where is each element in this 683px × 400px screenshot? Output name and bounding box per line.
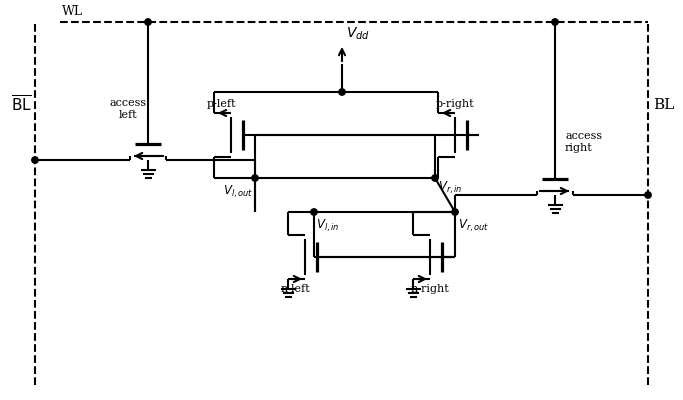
Text: n-right: n-right (410, 284, 449, 294)
Text: $\overline{\rm BL}$: $\overline{\rm BL}$ (11, 95, 32, 115)
Text: p-left: p-left (206, 99, 236, 109)
Circle shape (432, 175, 438, 181)
Text: n-left: n-left (280, 284, 310, 294)
Text: $V_{r,out}$: $V_{r,out}$ (458, 218, 489, 234)
Text: p-right: p-right (436, 99, 474, 109)
Text: $V_{l,out}$: $V_{l,out}$ (223, 184, 253, 200)
Text: $V_{l,in}$: $V_{l,in}$ (316, 218, 339, 234)
Circle shape (311, 209, 317, 215)
Text: $V_{r,in}$: $V_{r,in}$ (438, 180, 462, 196)
Text: access
left: access left (109, 98, 147, 120)
Circle shape (252, 175, 258, 181)
Circle shape (645, 192, 651, 198)
Circle shape (451, 209, 458, 215)
Text: access
right: access right (565, 131, 602, 153)
Circle shape (552, 19, 558, 25)
Text: $V_{dd}$: $V_{dd}$ (346, 26, 370, 42)
Circle shape (32, 157, 38, 163)
Circle shape (145, 19, 151, 25)
Text: WL: WL (62, 5, 83, 18)
Circle shape (339, 89, 345, 95)
Text: BL: BL (653, 98, 674, 112)
